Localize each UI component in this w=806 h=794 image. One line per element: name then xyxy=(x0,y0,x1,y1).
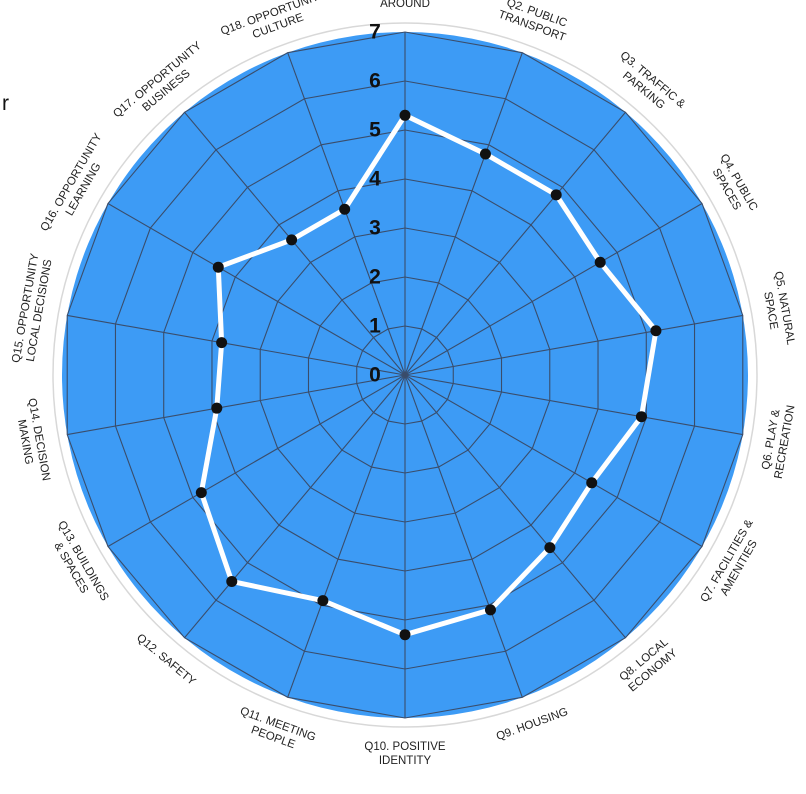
tick-labels: 0 1 2 3 4 5 6 7 xyxy=(369,21,381,387)
tick-label: 3 xyxy=(369,217,381,240)
data-point xyxy=(216,337,228,349)
category-label: Q1. MOVINGAROUND xyxy=(380,0,430,10)
grid-spoke xyxy=(107,374,406,547)
grid-spoke xyxy=(67,374,406,436)
data-point xyxy=(317,595,329,607)
tick-label: 5 xyxy=(369,119,381,142)
data-point xyxy=(226,575,238,587)
tick-label: 4 xyxy=(369,168,381,191)
grid-spoke xyxy=(184,374,406,639)
category-label: Q6. PLAY &RECREATION xyxy=(760,404,797,479)
tick-label: 7 xyxy=(369,21,381,44)
data-point xyxy=(479,148,491,160)
tick-label: 2 xyxy=(369,266,381,289)
grid-spoke xyxy=(404,314,743,376)
data-point xyxy=(550,189,562,201)
grid-spoke xyxy=(404,374,743,436)
category-label-line: AROUND xyxy=(380,0,430,10)
data-point xyxy=(544,542,556,554)
grid-spoke xyxy=(67,314,406,376)
data-point xyxy=(195,487,207,499)
stray-text: r xyxy=(2,92,9,115)
grid xyxy=(66,31,744,719)
category-label-line: Q10. POSITIVE xyxy=(364,741,445,753)
data-point xyxy=(286,234,298,246)
data-point xyxy=(650,325,662,337)
grid-spoke xyxy=(404,374,626,639)
tick-label: 0 xyxy=(369,364,381,387)
grid-spoke xyxy=(404,374,523,698)
data-point xyxy=(635,411,647,423)
grid-spoke xyxy=(287,374,406,698)
category-label-line: IDENTITY xyxy=(379,755,432,767)
data-point xyxy=(594,256,606,268)
grid-spoke xyxy=(107,203,406,376)
grid-spoke xyxy=(404,111,626,376)
grid-spoke xyxy=(404,52,523,376)
data-point xyxy=(399,109,411,121)
data-point xyxy=(586,477,598,489)
data-point xyxy=(211,402,223,414)
series xyxy=(195,109,662,641)
data-point xyxy=(399,629,411,641)
tick-label: 1 xyxy=(369,315,381,338)
category-label: Q10. POSITIVE IDENTITY xyxy=(364,741,445,767)
tick-label: 6 xyxy=(369,70,381,93)
data-point xyxy=(484,604,496,616)
data-point xyxy=(212,261,224,273)
grid-spoke xyxy=(404,374,703,547)
grid-spoke xyxy=(404,203,703,376)
data-point xyxy=(339,203,351,215)
